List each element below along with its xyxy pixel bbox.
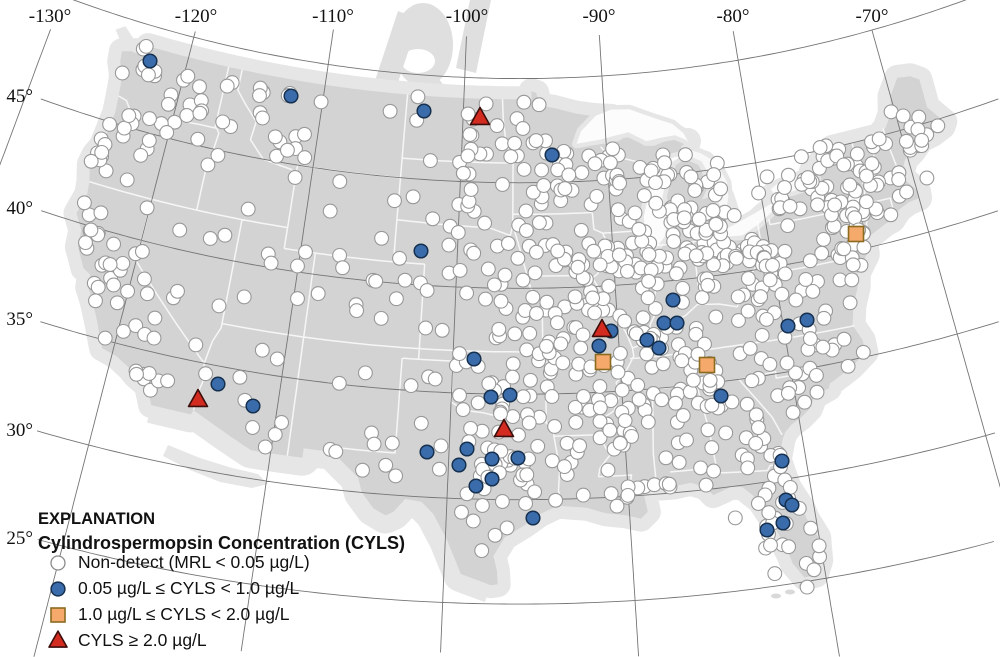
svg-text:CYLS ≥ 2.0 µg/L: CYLS ≥ 2.0 µg/L bbox=[78, 630, 207, 650]
svg-text:45°: 45° bbox=[6, 86, 33, 107]
svg-text:-110°: -110° bbox=[312, 6, 354, 27]
svg-text:Non-detect (MRL < 0.05 µg/L): Non-detect (MRL < 0.05 µg/L) bbox=[78, 552, 310, 572]
svg-text:25°: 25° bbox=[6, 528, 33, 549]
svg-text:-120°: -120° bbox=[175, 6, 217, 27]
svg-text:-70°: -70° bbox=[856, 6, 889, 27]
svg-text:0.05 µg/L ≤ CYLS < 1.0 µg/L: 0.05 µg/L ≤ CYLS < 1.0 µg/L bbox=[78, 578, 300, 598]
svg-text:1.0 µg/L ≤ CYLS < 2.0 µg/L: 1.0 µg/L ≤ CYLS < 2.0 µg/L bbox=[78, 604, 290, 624]
svg-text:-80°: -80° bbox=[717, 6, 750, 27]
svg-text:EXPLANATION: EXPLANATION bbox=[38, 510, 155, 528]
svg-text:35°: 35° bbox=[6, 309, 33, 330]
svg-text:40°: 40° bbox=[6, 198, 33, 219]
svg-text:-100°: -100° bbox=[446, 6, 488, 27]
svg-text:Cylindrospermopsin Concentrati: Cylindrospermopsin Concentration (CYLS) bbox=[38, 533, 405, 553]
svg-text:-90°: -90° bbox=[583, 6, 616, 27]
svg-text:30°: 30° bbox=[6, 420, 33, 441]
svg-text:-130°: -130° bbox=[29, 6, 71, 27]
